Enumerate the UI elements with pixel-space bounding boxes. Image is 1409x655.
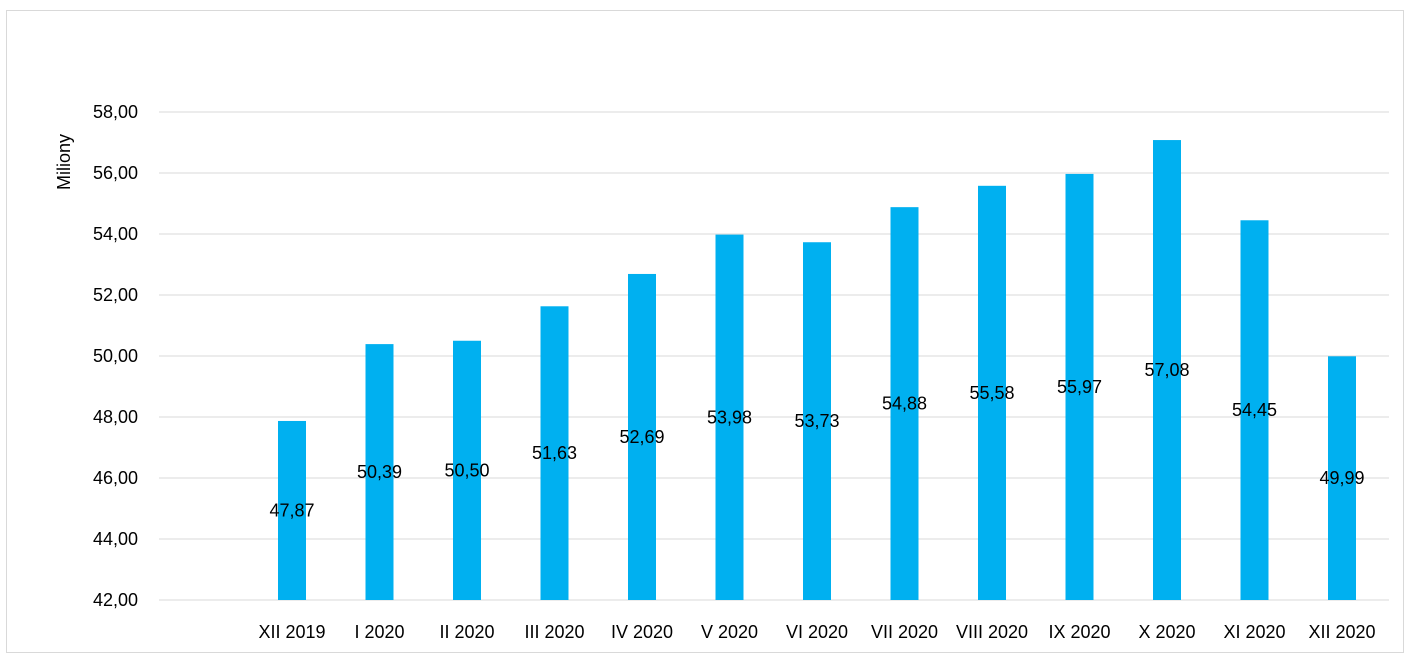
bar [1065,173,1094,601]
x-tick-label: X 2020 [1138,622,1195,642]
bar [453,340,481,600]
x-tick-label: VII 2020 [871,622,938,642]
data-label: 54,45 [1232,400,1277,420]
x-tick-label: III 2020 [524,622,584,642]
y-tick-label: 42,00 [93,590,138,610]
bar [890,207,919,600]
data-label: 47,87 [269,500,314,520]
x-tick-label: VI 2020 [786,622,848,642]
data-label: 50,50 [444,460,489,480]
data-label: 51,63 [532,443,577,463]
x-tick-label: VIII 2020 [956,622,1028,642]
x-tick-label: XII 2020 [1308,622,1375,642]
x-tick-label: XI 2020 [1223,622,1285,642]
y-tick-label: 58,00 [93,102,138,122]
x-tick-label: IV 2020 [611,622,673,642]
x-tick-label: I 2020 [354,622,404,642]
data-label: 53,98 [707,407,752,427]
y-tick-label: 46,00 [93,468,138,488]
bar [1328,356,1356,600]
data-label: 52,69 [619,427,664,447]
y-axis-ticks: 42,00 44,00 46,00 48,00 50,00 52,00 54,00 56,00… [93,102,138,610]
y-tick-label: 44,00 [93,529,138,549]
bar [540,306,569,600]
bar [1240,220,1269,600]
y-tick-label: 54,00 [93,224,138,244]
bars [278,140,1356,601]
x-tick-label: II 2020 [439,622,494,642]
y-axis-title: Miliony [54,134,74,190]
bar [628,273,656,600]
bar [278,420,306,600]
bar [1153,140,1181,600]
bar [365,344,394,600]
y-tick-label: 52,00 [93,285,138,305]
data-label: 54,88 [882,394,927,414]
y-tick-label: 50,00 [93,346,138,366]
y-tick-label: 48,00 [93,407,138,427]
data-label: 50,39 [357,462,402,482]
bar [715,234,744,601]
x-axis-ticks: XII 2019 I 2020 II 2020 III 2020 IV 2020 V 20… [258,622,1375,642]
data-label: 57,08 [1144,360,1189,380]
x-tick-label: IX 2020 [1048,622,1110,642]
data-labels: 47,87 50,39 50,50 51,63 52,69 53,98 53,73 54,88… [269,360,1364,520]
data-label: 53,73 [794,411,839,431]
y-tick-label: 56,00 [93,163,138,183]
bar [978,185,1006,600]
data-label: 49,99 [1319,468,1364,488]
data-label: 55,97 [1057,377,1102,397]
data-label: 55,58 [969,383,1014,403]
bar [803,242,831,601]
x-tick-label: V 2020 [701,622,758,642]
x-tick-label: XII 2019 [258,622,325,642]
gridlines [159,111,1389,601]
